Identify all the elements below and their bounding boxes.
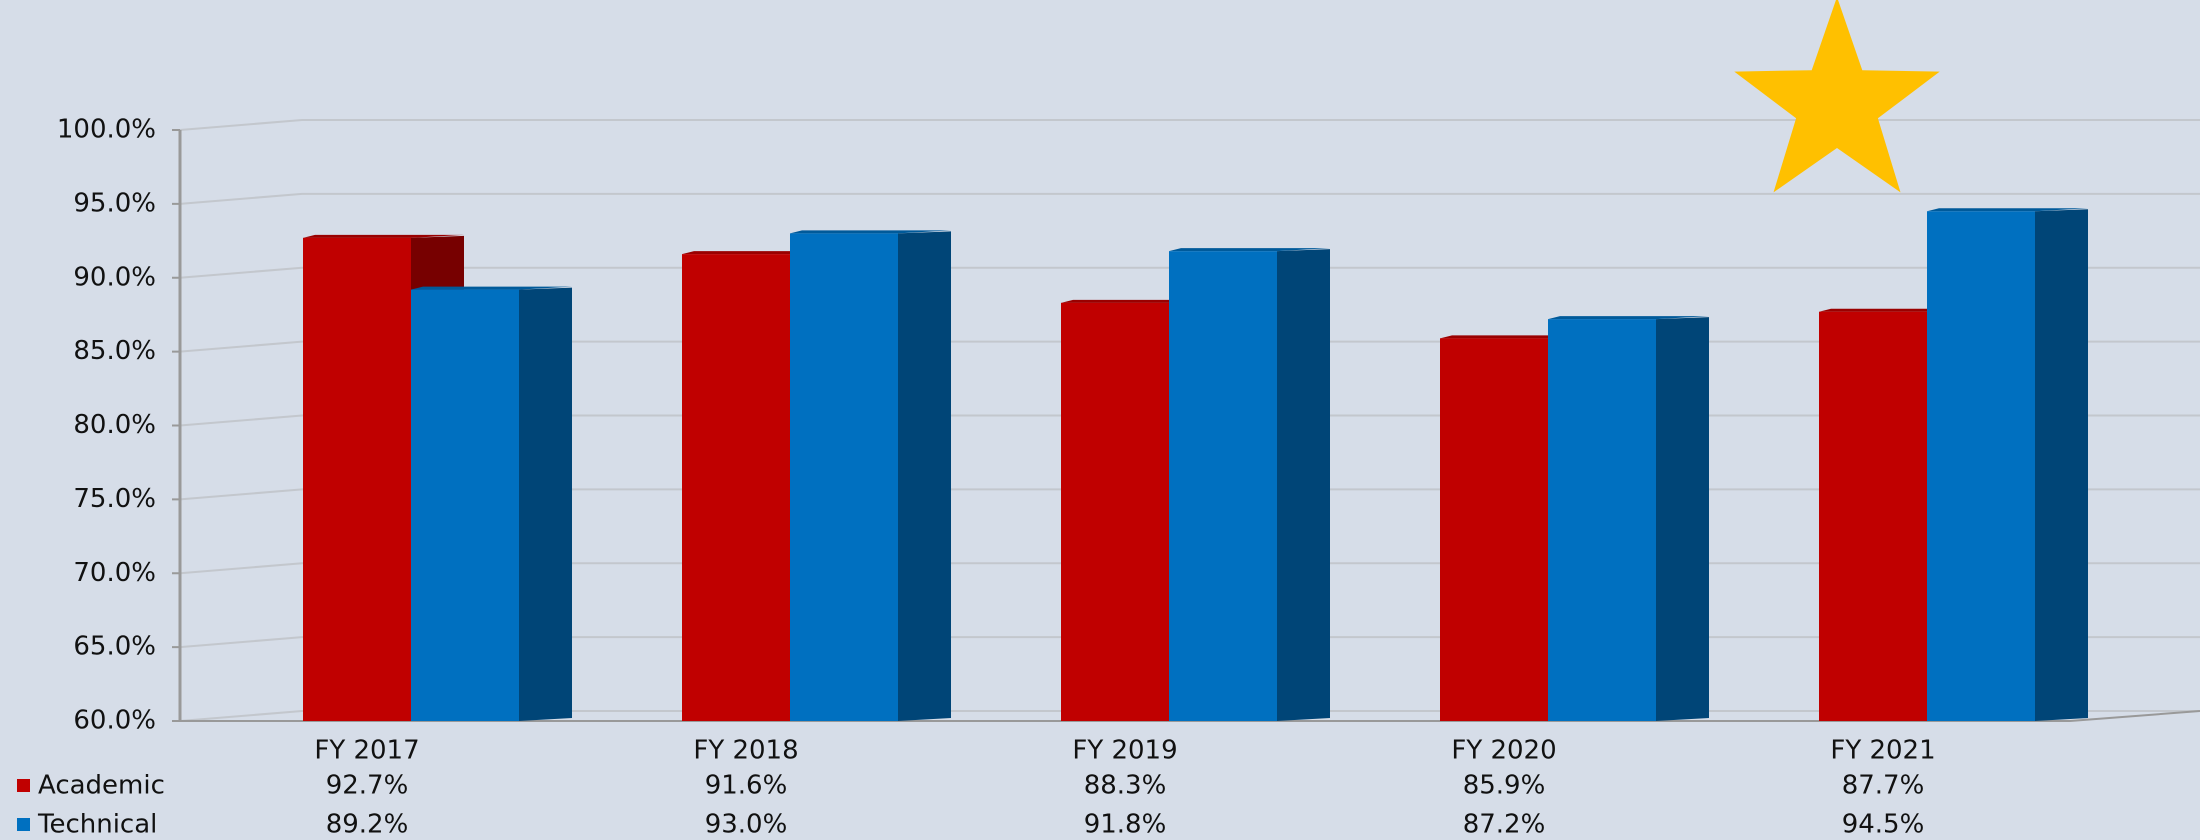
- y-tick-label: 85.0%: [73, 336, 156, 366]
- bar-top: [1169, 248, 1330, 252]
- legend-label: Technical: [37, 810, 157, 840]
- data-table-value: 87.2%: [1463, 810, 1546, 840]
- legend-label: Academic: [38, 771, 165, 801]
- grid-line: [179, 266, 2200, 279]
- bar-side: [898, 231, 951, 722]
- x-tick-label: FY 2017: [314, 736, 419, 766]
- y-tick-label: 95.0%: [73, 188, 156, 218]
- bar-top: [1548, 316, 1709, 320]
- bar: [682, 254, 790, 722]
- bar: [1169, 251, 1277, 721]
- bar-side: [2035, 209, 2088, 721]
- y-tick-label: 60.0%: [73, 706, 156, 736]
- bar-side: [1656, 317, 1709, 721]
- bar-top: [1927, 208, 2088, 212]
- bar-top: [303, 234, 464, 238]
- bar-top: [411, 286, 572, 290]
- bar: [1927, 211, 2035, 721]
- bar: [1440, 338, 1548, 721]
- bar: [1061, 302, 1169, 721]
- y-tick-label: 65.0%: [73, 632, 156, 662]
- bar: [303, 237, 411, 722]
- y-tick-label: 80.0%: [73, 410, 156, 440]
- x-tick-label: FY 2018: [693, 736, 798, 766]
- star-icon: [1734, 0, 1940, 193]
- y-tick-label: 100.0%: [57, 115, 156, 145]
- y-tick-label: 90.0%: [73, 262, 156, 292]
- data-table-value: 85.9%: [1463, 771, 1546, 801]
- data-table-value: 88.3%: [1084, 771, 1167, 801]
- data-table-value: 93.0%: [705, 810, 788, 840]
- x-tick-label: FY 2019: [1072, 736, 1177, 766]
- data-table-value: 91.6%: [705, 771, 788, 801]
- data-table-value: 87.7%: [1842, 771, 1925, 801]
- legend-swatch: [17, 779, 30, 792]
- grid-line: [179, 192, 2200, 205]
- legend-swatch: [17, 818, 30, 831]
- bar: [1819, 311, 1927, 721]
- x-tick-label: FY 2020: [1451, 736, 1556, 766]
- data-table-value: 91.8%: [1084, 810, 1167, 840]
- bar-side: [1277, 249, 1330, 721]
- data-table-value: 94.5%: [1842, 810, 1925, 840]
- bar: [790, 233, 898, 722]
- bar-top: [790, 230, 951, 234]
- grid-line: [179, 119, 2200, 131]
- y-tick-label: 75.0%: [73, 484, 156, 514]
- x-tick-label: FY 2021: [1830, 736, 1935, 766]
- bar-side: [519, 287, 572, 721]
- y-tick-label: 70.0%: [73, 558, 156, 588]
- bar: [411, 289, 519, 721]
- data-table-value: 89.2%: [326, 810, 409, 840]
- bar: [1548, 319, 1656, 721]
- data-table-value: 92.7%: [326, 771, 409, 801]
